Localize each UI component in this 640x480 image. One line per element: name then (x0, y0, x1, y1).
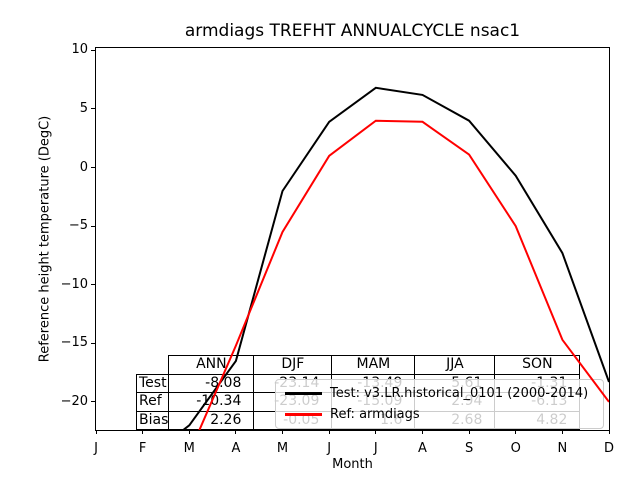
x-tick-label: D (603, 441, 614, 456)
x-tick-mark (282, 430, 284, 434)
stats-corner-cell (137, 356, 169, 375)
ref-line-sample-icon (285, 413, 322, 416)
y-tick-mark (91, 167, 95, 169)
legend-label-test: Test: v3.LR.historical_0101 (2000-2014) (330, 386, 589, 401)
x-axis-label: Month (332, 457, 373, 472)
x-tick-label: N (557, 441, 568, 456)
stats-col-header: MAM (331, 355, 416, 375)
stats-row-label: Ref (135, 392, 170, 412)
y-tick-label: 5 (79, 100, 88, 116)
y-tick-label: 0 (79, 159, 88, 175)
x-tick-mark (468, 430, 470, 434)
legend-label-ref: Ref: armdiags (330, 407, 420, 422)
stats-cell: 2.26 (168, 410, 255, 430)
x-tick-label: F (138, 441, 147, 456)
y-tick-label: −20 (60, 393, 88, 409)
y-tick-label: −5 (68, 218, 88, 234)
x-tick-label: J (373, 441, 378, 456)
stats-col-header: ANN (168, 355, 255, 375)
plot-area (95, 47, 610, 431)
x-tick-label: M (276, 441, 289, 456)
y-tick-label: −15 (60, 335, 88, 351)
y-tick-mark (91, 225, 95, 227)
x-tick-mark (515, 430, 517, 434)
x-tick-label: A (418, 441, 427, 456)
x-tick-mark (375, 430, 377, 434)
stats-row-label: Bias (135, 410, 170, 430)
stats-col-header: SON (494, 355, 581, 375)
stats-col-header: JJA (414, 355, 496, 375)
y-tick-mark (91, 401, 95, 403)
chart-title: armdiags TREFHT ANNUALCYCLE nsac1 (184, 21, 521, 41)
x-tick-label: S (464, 441, 474, 456)
y-tick-mark (91, 108, 95, 110)
legend-entry-test: Test: v3.LR.historical_0101 (2000-2014) (285, 386, 603, 401)
legend-entry-ref: Ref: armdiags (285, 407, 603, 422)
test-line-sample-icon (285, 392, 322, 395)
stats-header-row: ANN DJF MAM JJA SON (137, 355, 581, 375)
x-tick-mark (608, 430, 610, 434)
stats-col-header: DJF (253, 355, 333, 375)
y-axis-label: Reference height temperature (DegC) (37, 115, 53, 363)
x-tick-mark (142, 430, 144, 434)
x-tick-mark (235, 430, 237, 434)
y-tick-mark (91, 342, 95, 344)
x-tick-mark (421, 430, 423, 434)
y-tick-label: −10 (60, 276, 88, 292)
x-tick-label: A (231, 441, 241, 456)
stats-cell: -10.34 (168, 392, 255, 412)
x-tick-mark (95, 430, 97, 434)
stats-cell: -8.08 (168, 373, 255, 393)
x-tick-label: M (183, 441, 195, 456)
x-tick-mark (188, 430, 190, 434)
legend: Test: v3.LR.historical_0101 (2000-2014) … (275, 379, 604, 429)
stats-row-label: Test (135, 373, 170, 393)
x-tick-mark (561, 430, 563, 434)
y-tick-label: 10 (71, 42, 88, 58)
y-tick-mark (91, 284, 95, 286)
x-tick-label: J (327, 441, 332, 456)
y-tick-mark (91, 49, 95, 51)
x-tick-label: J (94, 441, 98, 456)
x-tick-mark (328, 430, 330, 434)
x-tick-label: O (510, 441, 521, 456)
